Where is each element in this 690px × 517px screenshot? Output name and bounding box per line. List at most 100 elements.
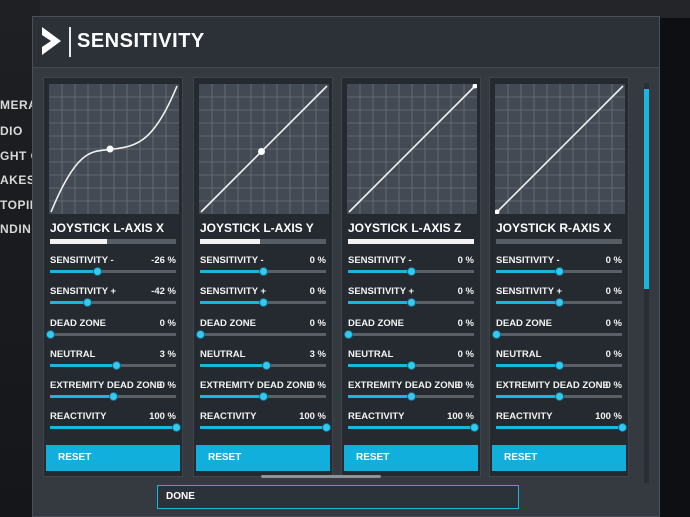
slider-knob[interactable] — [92, 267, 102, 276]
param-value: 0 % — [457, 255, 474, 266]
input-position-marker — [106, 145, 114, 153]
param-slider[interactable] — [50, 392, 176, 401]
param-value: 0 % — [309, 318, 326, 329]
panel-handle — [261, 475, 381, 478]
param-slider[interactable] — [200, 423, 331, 432]
slider-fill — [348, 364, 411, 367]
slider-knob[interactable] — [555, 392, 564, 401]
background-menu-item[interactable]: AKES — [0, 173, 36, 187]
slider-knob[interactable] — [618, 423, 627, 432]
response-curve — [50, 85, 178, 213]
reset-button[interactable]: RESET — [492, 445, 626, 471]
param-slider[interactable] — [46, 330, 176, 339]
param-sensitivity-plus: SENSITIVITY + 0 % — [346, 286, 478, 312]
slider-knob[interactable] — [261, 361, 271, 370]
param-slider[interactable] — [496, 267, 622, 276]
param-slider[interactable] — [50, 423, 181, 432]
background-menu-item[interactable]: GHT C — [0, 149, 38, 163]
param-slider[interactable] — [50, 298, 176, 307]
slider-knob[interactable] — [259, 392, 268, 401]
back-button[interactable] — [39, 25, 65, 57]
background-menu-item[interactable]: NDING — [0, 222, 38, 236]
reset-button[interactable]: RESET — [46, 445, 180, 471]
param-slider[interactable] — [50, 361, 176, 370]
param-extremity-dead-zone: EXTREMITY DEAD ZONE 0 % — [346, 380, 478, 406]
param-slider[interactable] — [50, 267, 176, 276]
param-value: 0 % — [605, 380, 622, 391]
slider-knob[interactable] — [111, 361, 121, 370]
slider-fill — [50, 301, 87, 304]
done-button[interactable]: DONE — [157, 485, 519, 509]
slider-knob[interactable] — [407, 392, 416, 401]
scrollbar[interactable] — [644, 83, 649, 483]
axis-input-fill — [200, 239, 261, 244]
param-label: DEAD ZONE — [50, 318, 106, 329]
param-slider[interactable] — [348, 423, 479, 432]
slider-knob[interactable] — [492, 330, 501, 339]
slider-knob[interactable] — [555, 298, 564, 307]
slider-knob[interactable] — [344, 330, 353, 339]
background-menu-item[interactable]: DIO — [0, 124, 23, 138]
param-extremity-dead-zone: EXTREMITY DEAD ZONE 0 % — [494, 380, 626, 406]
axis-input-bar — [348, 239, 474, 244]
background-menu-item[interactable]: TOPIL — [0, 198, 38, 212]
axis-input-bar — [496, 239, 622, 244]
param-value: 0 % — [457, 318, 474, 329]
slider-knob[interactable] — [82, 298, 92, 307]
slider-knob[interactable] — [109, 392, 118, 401]
param-slider[interactable] — [200, 267, 326, 276]
param-slider[interactable] — [496, 298, 622, 307]
param-sensitivity-plus: SENSITIVITY + 0 % — [198, 286, 330, 312]
slider-knob[interactable] — [555, 267, 564, 276]
param-neutral: NEUTRAL 0 % — [346, 349, 478, 375]
param-slider[interactable] — [348, 361, 474, 370]
param-label: REACTIVITY — [50, 411, 107, 422]
param-slider[interactable] — [196, 330, 326, 339]
param-slider[interactable] — [200, 361, 326, 370]
param-reactivity: REACTIVITY 100 % — [198, 411, 331, 437]
param-label: REACTIVITY — [200, 411, 257, 422]
slider-knob[interactable] — [259, 267, 268, 276]
response-curve — [200, 85, 328, 213]
param-value: 100 % — [299, 411, 326, 422]
background-menu-item[interactable]: MERA — [0, 98, 38, 112]
param-value: 0 % — [605, 255, 622, 266]
page-title: SENSITIVITY — [77, 30, 205, 52]
slider-knob[interactable] — [172, 423, 181, 432]
slider-knob[interactable] — [407, 267, 416, 276]
slider-knob[interactable] — [470, 423, 479, 432]
scrollbar-thumb[interactable] — [644, 89, 649, 289]
chevron-right-icon — [42, 27, 61, 55]
param-slider[interactable] — [348, 392, 474, 401]
param-slider[interactable] — [344, 330, 474, 339]
slider-knob[interactable] — [259, 298, 268, 307]
axis-name: JOYSTICK L-AXIS X — [50, 221, 165, 235]
param-label: SENSITIVITY - — [50, 255, 114, 266]
param-neutral: NEUTRAL 3 % — [198, 349, 330, 375]
param-slider[interactable] — [200, 298, 326, 307]
param-slider[interactable] — [496, 361, 622, 370]
slider-fill — [200, 301, 263, 304]
response-curve-graph — [347, 84, 477, 214]
param-label: REACTIVITY — [496, 411, 553, 422]
param-slider[interactable] — [348, 298, 474, 307]
input-position-marker — [472, 84, 477, 89]
axis-name: JOYSTICK L-AXIS Z — [348, 221, 462, 235]
param-slider[interactable] — [200, 392, 326, 401]
param-slider[interactable] — [496, 423, 627, 432]
axis-input-bar — [50, 239, 176, 244]
reset-button[interactable]: RESET — [196, 445, 330, 471]
param-neutral: NEUTRAL 0 % — [494, 349, 626, 375]
input-position-marker — [495, 209, 500, 214]
slider-knob[interactable] — [46, 330, 55, 339]
slider-knob[interactable] — [407, 298, 416, 307]
reset-button[interactable]: RESET — [344, 445, 478, 471]
param-slider[interactable] — [496, 392, 622, 401]
slider-knob[interactable] — [196, 330, 205, 339]
slider-knob[interactable] — [555, 361, 564, 370]
param-slider[interactable] — [492, 330, 622, 339]
param-slider[interactable] — [348, 267, 474, 276]
slider-fill — [50, 426, 176, 429]
slider-knob[interactable] — [407, 361, 416, 370]
slider-knob[interactable] — [322, 423, 331, 432]
